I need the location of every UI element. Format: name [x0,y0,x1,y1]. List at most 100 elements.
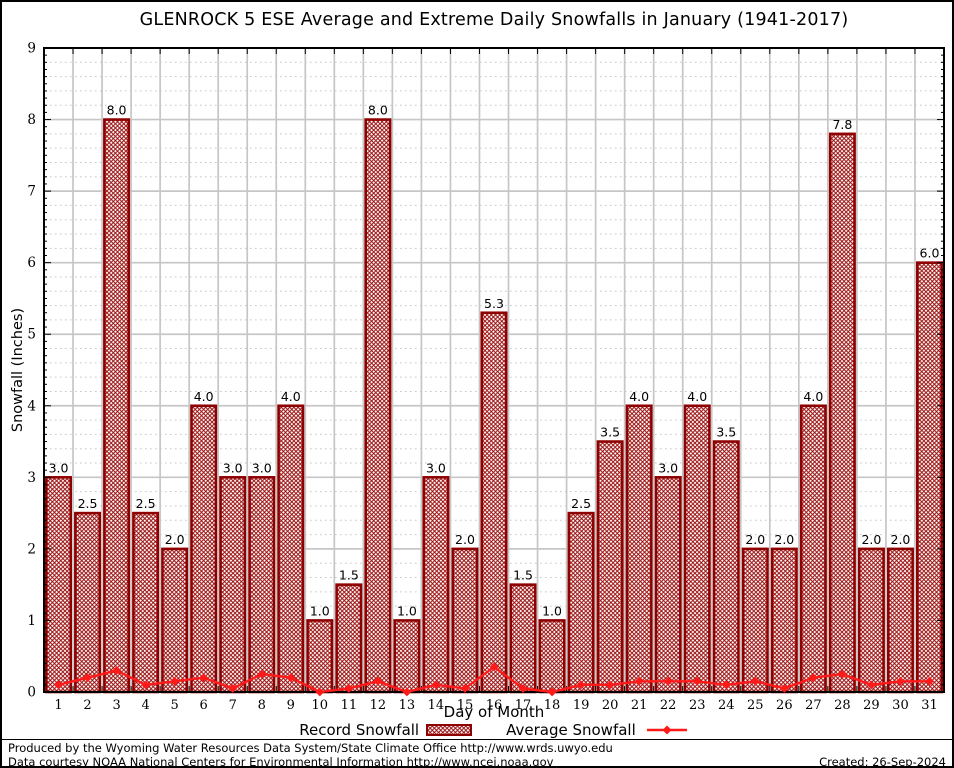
bar-day-20 [596,440,624,694]
y-tick-7: 7 [27,184,36,200]
bar-day-18 [538,619,566,694]
x-tick-day-26: 26 [776,698,793,713]
bar-day-11 [335,583,363,694]
average-marker-day-25 [750,676,760,686]
value-label-day-12: 8.0 [368,103,388,118]
value-label-day-24: 3.5 [716,425,736,440]
bar-day-30 [886,547,914,694]
value-label-day-13: 1.0 [397,603,417,618]
x-tick-day-29: 29 [863,698,880,713]
value-label-day-7: 3.0 [223,460,243,475]
x-tick-day-14: 14 [428,698,445,713]
x-tick-day-13: 13 [399,698,416,713]
x-tick-day-3: 3 [112,698,120,713]
average-marker-day-9 [286,673,296,683]
x-tick-day-1: 1 [54,698,62,713]
value-label-day-14: 3.0 [426,460,446,475]
bar-day-8 [248,476,276,694]
bar-day-15 [451,547,479,694]
average-marker-day-12 [373,676,383,686]
y-tick-4: 4 [27,398,36,414]
chart-footer: Produced by the Wyoming Water Resources … [2,739,952,766]
chart-title: GLENROCK 5 ESE Average and Extreme Daily… [139,10,849,30]
x-axis-label: Day of Month [443,703,545,721]
average-marker-day-30 [896,676,905,686]
x-tick-day-22: 22 [660,698,677,713]
bar-day-26 [770,547,798,694]
x-tick-day-12: 12 [370,698,387,713]
x-tick-day-28: 28 [834,698,851,713]
y-tick-2: 2 [27,541,36,557]
average-snowfall-line-icon [646,725,687,734]
value-label-day-28: 7.8 [832,117,852,132]
value-label-day-22: 3.0 [658,460,678,475]
x-tick-day-18: 18 [544,698,561,713]
value-label-day-6: 4.0 [194,389,214,404]
y-tick-9: 9 [27,41,36,57]
bar-day-16 [480,311,508,694]
bar-day-23 [683,404,711,694]
x-tick-day-15: 15 [457,698,474,713]
value-label-day-18: 1.0 [542,603,562,618]
value-label-day-23: 4.0 [687,389,707,404]
average-marker-day-14 [431,680,441,690]
average-marker-day-7 [228,684,238,693]
value-label-day-26: 2.0 [774,532,794,547]
average-marker-day-21 [634,676,644,686]
x-tick-day-27: 27 [805,698,822,713]
bar-day-1 [45,476,73,694]
bar-day-28 [828,132,856,694]
value-label-day-15: 2.0 [455,532,475,547]
average-marker-day-17 [518,684,528,693]
average-marker-day-16 [489,662,499,672]
y-tick-6: 6 [27,255,36,271]
value-label-day-31: 6.0 [920,246,940,261]
y-axis-label: Snowfall (Inches) [10,307,26,433]
x-tick-day-30: 30 [892,698,909,713]
average-marker-day-31 [925,676,934,686]
value-label-day-19: 2.5 [571,496,591,511]
average-marker-day-29 [867,680,876,690]
x-tick-day-19: 19 [573,698,590,713]
bar-day-13 [393,619,421,694]
average-marker-day-1 [54,680,63,690]
x-tick-day-7: 7 [229,698,237,713]
average-marker-day-4 [141,680,151,690]
value-label-day-20: 3.5 [600,425,620,440]
x-tick-day-24: 24 [718,698,735,713]
value-label-day-21: 4.0 [629,389,649,404]
average-marker-day-2 [83,673,92,683]
x-tick-day-11: 11 [341,698,358,713]
average-marker-day-13 [402,687,412,697]
bar-day-14 [422,476,450,694]
axis-ticks [44,48,944,692]
bar-day-4 [132,511,160,694]
y-tick-3: 3 [27,470,36,486]
value-label-day-16: 5.3 [484,296,504,311]
average-marker-day-3 [112,666,121,675]
x-tick-day-5: 5 [171,698,179,713]
bar-day-29 [857,547,885,694]
x-tick-day-9: 9 [287,698,295,713]
bar-day-21 [625,404,653,694]
bar-day-24 [712,440,740,694]
average-snowfall-line [54,662,934,697]
average-marker-day-26 [779,684,789,693]
average-marker-day-28 [837,669,847,679]
average-marker-day-24 [721,680,731,690]
footer-created-date: Created: 26-Sep-2024 [819,755,946,768]
average-marker-day-23 [692,676,702,686]
average-marker-day-8 [257,669,267,679]
value-label-day-25: 2.0 [745,532,765,547]
chart-legend: Record Snowfall Average Snowfall [44,721,944,739]
bar-day-7 [219,476,247,694]
bar-day-10 [306,619,334,694]
x-tick-day-4: 4 [141,698,149,713]
x-tick-day-23: 23 [689,698,706,713]
average-marker-day-11 [344,684,354,693]
y-tick-5: 5 [27,327,36,343]
value-label-day-1: 3.0 [49,460,69,475]
bar-day-5 [161,547,189,694]
y-tick-8: 8 [27,112,36,128]
